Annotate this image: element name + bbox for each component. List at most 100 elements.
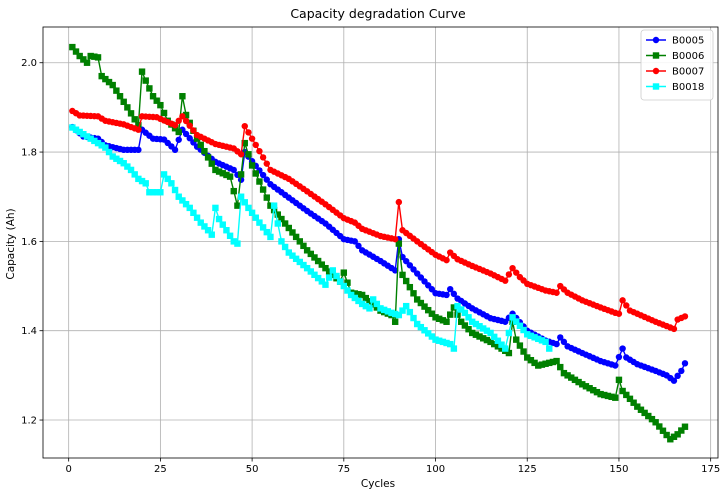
data-point-B0018	[113, 155, 120, 162]
data-point-B0018	[347, 291, 355, 299]
data-point-B0018	[391, 310, 399, 318]
data-point-B0018	[175, 193, 182, 200]
data-point-B0018	[358, 300, 366, 308]
data-point-B0006	[314, 257, 322, 265]
data-point-B0006	[274, 211, 281, 218]
data-point-B0018	[509, 314, 516, 321]
data-point-B0005	[450, 290, 458, 298]
data-point-B0006	[417, 299, 425, 307]
data-point-B0006	[560, 369, 568, 377]
data-point-B0006	[590, 387, 597, 394]
data-point-B0006	[127, 110, 135, 117]
data-point-B0007	[259, 154, 267, 161]
data-point-B0005	[410, 266, 417, 273]
data-point-B0006	[91, 53, 98, 60]
data-point-B0018	[226, 232, 234, 240]
data-point-B0018	[369, 296, 377, 303]
data-point-B0018	[300, 261, 307, 269]
data-point-B0006	[230, 187, 237, 195]
data-point-B0018	[201, 223, 208, 230]
data-point-B0006	[656, 423, 663, 430]
data-point-B0006	[461, 322, 469, 329]
data-point-B0006	[116, 93, 124, 100]
data-point-B0018	[498, 341, 505, 348]
data-point-B0006	[138, 68, 146, 75]
data-point-B0006	[212, 166, 219, 174]
data-point-B0007	[252, 141, 259, 149]
data-point-B0007	[681, 313, 689, 320]
data-point-B0006	[355, 291, 362, 298]
series-B0005	[69, 123, 689, 384]
data-point-B0006	[667, 436, 674, 443]
data-point-B0006	[447, 311, 454, 318]
data-point-B0006	[443, 318, 450, 325]
data-point-B0006	[630, 399, 637, 406]
data-point-B0006	[340, 269, 348, 276]
data-point-B0005	[674, 372, 681, 380]
data-point-B0007	[179, 113, 186, 120]
data-point-B0007	[263, 160, 270, 167]
data-point-B0006	[513, 336, 520, 343]
data-point-B0006	[135, 122, 142, 129]
data-point-B0006	[520, 348, 527, 355]
data-point-B0007	[135, 126, 142, 133]
data-point-B0018	[215, 215, 223, 223]
data-point-B0006	[237, 171, 245, 178]
data-point-B0006	[124, 104, 131, 111]
data-point-B0005	[612, 362, 619, 369]
x-axis-label: Cycles	[361, 478, 395, 490]
data-point-B0005	[171, 146, 179, 154]
data-point-B0006	[391, 318, 399, 325]
data-point-B0018	[399, 307, 406, 314]
data-point-B0007	[248, 135, 256, 142]
data-point-B0006	[469, 329, 476, 337]
data-point-B0006	[637, 406, 645, 413]
data-point-B0005	[560, 338, 568, 346]
data-point-B0018	[76, 128, 83, 136]
data-point-B0006	[601, 391, 608, 399]
data-point-B0006	[80, 56, 87, 63]
data-point-B0006	[94, 54, 102, 61]
data-point-B0006	[395, 240, 403, 247]
data-point-B0018	[149, 189, 157, 196]
data-point-B0006	[193, 135, 201, 142]
series-line-B0006	[71, 46, 686, 441]
data-point-B0006	[87, 52, 94, 60]
data-point-B0006	[373, 304, 381, 311]
data-point-B0005	[355, 242, 362, 250]
data-point-B0018	[428, 333, 436, 340]
data-point-B0006	[582, 383, 590, 390]
data-point-B0007	[509, 264, 516, 272]
data-point-B0018	[72, 126, 80, 133]
data-point-B0006	[579, 381, 586, 388]
data-point-B0018	[91, 137, 98, 145]
data-point-B0018	[94, 139, 102, 147]
data-point-B0006	[557, 363, 564, 371]
data-point-B0006	[204, 154, 212, 161]
data-point-B0018	[69, 124, 76, 131]
data-point-B0006	[634, 403, 641, 410]
data-point-B0018	[494, 337, 502, 344]
data-point-B0018	[303, 264, 311, 272]
axes: 0 25 50 75 100 125 150 175 1.2 1.4 1.6 1.8 2.0	[21, 58, 720, 475]
data-point-B0007	[553, 289, 560, 296]
data-point-B0018	[105, 148, 113, 156]
y-axis-label: Capacity (Ah)	[5, 208, 17, 279]
data-point-B0018	[344, 287, 351, 294]
data-point-B0006	[641, 409, 648, 417]
data-point-B0006	[476, 333, 483, 340]
data-point-B0018	[443, 339, 450, 347]
data-point-B0005	[263, 176, 270, 183]
data-point-B0018	[83, 133, 91, 140]
data-point-B0007	[241, 122, 248, 130]
data-point-B0006	[597, 390, 604, 398]
data-point-B0007	[171, 122, 179, 129]
data-point-B0018	[410, 314, 417, 322]
legend-label: B0018	[672, 82, 704, 93]
data-point-B0018	[186, 204, 193, 212]
data-point-B0007	[505, 271, 513, 278]
data-point-B0018	[472, 320, 480, 328]
x-tick-label: 100	[426, 464, 445, 475]
data-point-B0018	[435, 337, 443, 344]
data-point-B0018	[252, 214, 259, 221]
